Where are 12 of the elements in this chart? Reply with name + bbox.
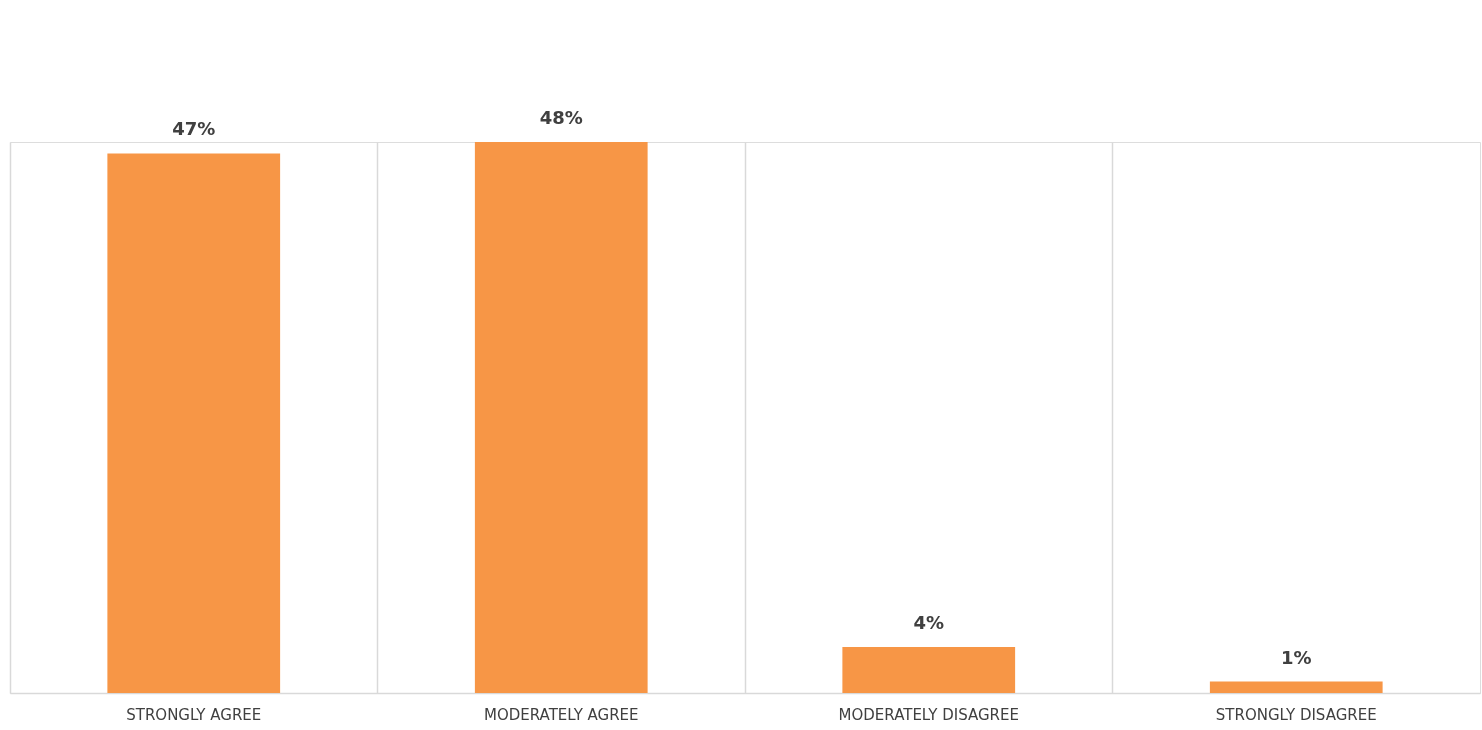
x-tick-label: MODERATELY AGREE [483, 705, 639, 724]
x-tick-label: MODERATELY DISAGREE [838, 705, 1019, 724]
x-tick-label: STRONGLY AGREE [126, 705, 262, 724]
bar [842, 647, 1016, 693]
bar [1209, 681, 1383, 693]
data-label: 4% [913, 612, 945, 634]
x-tick-label: STRONGLY DISAGREE [1215, 705, 1377, 724]
bar [474, 142, 648, 693]
data-label: 1% [1280, 646, 1312, 668]
bar [107, 153, 281, 693]
data-label: 48% [539, 107, 583, 128]
data-label: 47% [172, 118, 216, 140]
